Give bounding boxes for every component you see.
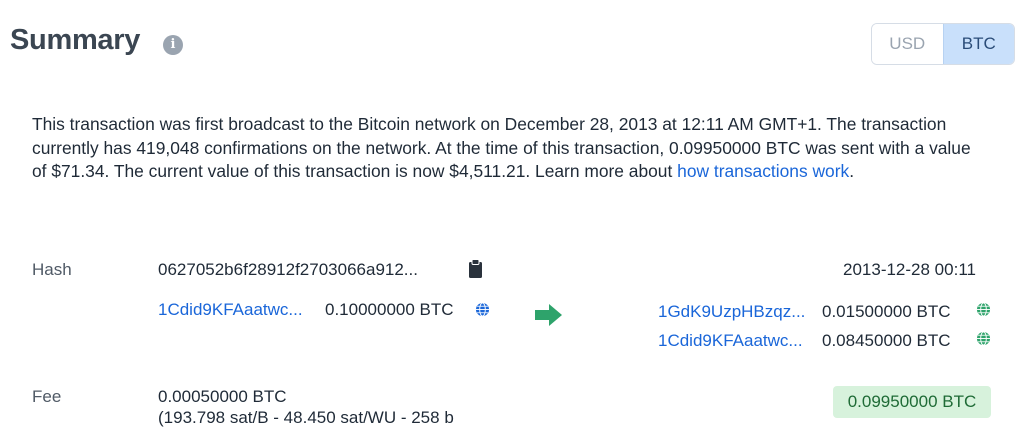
summary-text: This transaction was first broadcast to …: [32, 113, 972, 184]
hash-label: Hash: [32, 260, 72, 279]
info-icon[interactable]: i: [163, 35, 183, 55]
tx-timestamp: 2013-12-28 00:11: [843, 260, 976, 279]
total-output-badge: 0.09950000 BTC: [833, 386, 991, 418]
input-amount: 0.10000000 BTC: [325, 300, 454, 319]
usd-toggle-button[interactable]: USD: [872, 24, 943, 64]
globe-icon[interactable]: [475, 302, 490, 317]
fee-detail: (193.798 sat/B - 48.450 sat/WU - 258 b: [158, 408, 454, 427]
output-amount: 0.01500000 BTC: [822, 302, 951, 321]
output-address-link[interactable]: 1Cdid9KFAaatwc...: [658, 331, 803, 350]
tx-hash: 0627052b6f28912f2703066a912...: [158, 260, 418, 279]
summary-body: This transaction was first broadcast to …: [32, 114, 971, 181]
currency-toggle: USD BTC: [871, 23, 1015, 65]
input-address-link[interactable]: 1Cdid9KFAaatwc...: [158, 300, 303, 319]
output-address-link[interactable]: 1GdK9UzpHBzqz...: [658, 302, 806, 321]
summary-end: .: [849, 161, 855, 181]
globe-icon[interactable]: [976, 302, 991, 317]
page-title: Summary: [10, 24, 141, 56]
how-transactions-work-link[interactable]: how transactions work: [677, 161, 850, 181]
fee-amount: 0.00050000 BTC: [158, 387, 287, 406]
btc-toggle-button[interactable]: BTC: [942, 24, 1014, 64]
clipboard-icon[interactable]: [468, 259, 483, 283]
output-amount: 0.08450000 BTC: [822, 331, 951, 350]
arrow-right-icon: [535, 304, 563, 331]
globe-icon[interactable]: [976, 331, 991, 346]
fee-label: Fee: [32, 387, 62, 406]
